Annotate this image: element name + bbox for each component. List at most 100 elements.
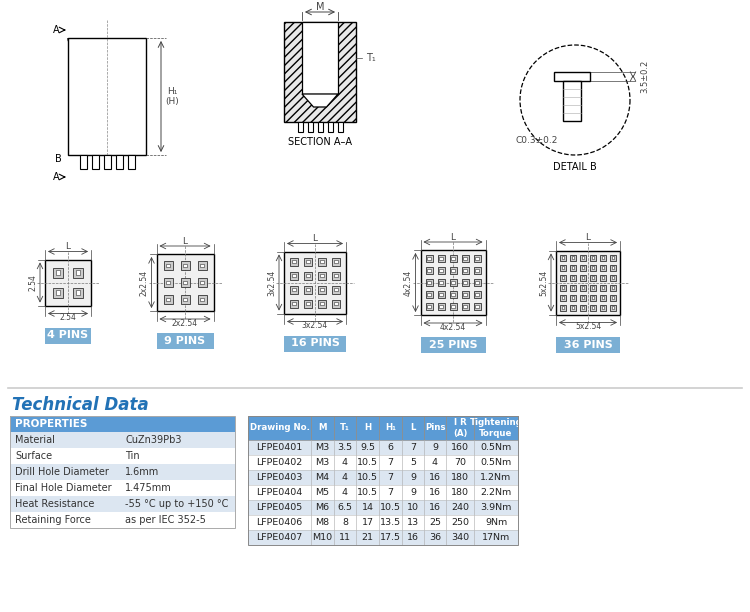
Bar bbox=[602, 286, 604, 289]
Bar bbox=[356, 470, 379, 485]
Bar bbox=[572, 276, 574, 279]
Bar bbox=[600, 285, 606, 291]
Bar bbox=[76, 271, 80, 275]
Bar bbox=[476, 293, 478, 296]
Bar bbox=[592, 296, 594, 299]
Bar bbox=[562, 256, 564, 259]
Text: 2.54: 2.54 bbox=[59, 313, 76, 322]
Text: 16: 16 bbox=[429, 503, 441, 512]
Polygon shape bbox=[302, 94, 338, 107]
Text: H: H bbox=[364, 424, 371, 433]
Text: Surface: Surface bbox=[15, 451, 52, 461]
Bar bbox=[320, 288, 324, 291]
Text: M3: M3 bbox=[315, 458, 330, 467]
Bar bbox=[334, 500, 356, 515]
Bar bbox=[600, 264, 606, 271]
Bar bbox=[582, 256, 584, 259]
Bar bbox=[556, 250, 620, 315]
Text: 7: 7 bbox=[388, 458, 394, 467]
Bar bbox=[425, 291, 433, 298]
Bar bbox=[402, 416, 424, 440]
Text: 7: 7 bbox=[388, 488, 394, 497]
Bar bbox=[45, 259, 91, 305]
Bar bbox=[600, 275, 606, 280]
Bar bbox=[53, 288, 63, 297]
Bar bbox=[166, 297, 170, 302]
Bar bbox=[379, 440, 402, 455]
Bar bbox=[424, 530, 446, 545]
Text: 6.5: 6.5 bbox=[338, 503, 352, 512]
Text: A: A bbox=[53, 172, 59, 182]
Bar bbox=[437, 267, 445, 274]
Bar bbox=[320, 259, 324, 263]
Bar bbox=[402, 530, 424, 545]
Text: 7: 7 bbox=[410, 443, 416, 452]
Bar bbox=[570, 275, 576, 280]
Bar bbox=[334, 288, 338, 291]
Text: M5: M5 bbox=[316, 488, 329, 497]
Bar bbox=[572, 306, 574, 309]
Text: Tightening
Torque: Tightening Torque bbox=[470, 418, 522, 438]
Text: 4: 4 bbox=[342, 473, 348, 482]
Bar bbox=[590, 285, 596, 291]
Bar bbox=[440, 293, 442, 296]
Bar bbox=[304, 272, 312, 280]
Text: L: L bbox=[65, 242, 70, 251]
Bar bbox=[473, 255, 481, 262]
Text: 0.5Nm: 0.5Nm bbox=[480, 443, 512, 452]
Bar bbox=[560, 275, 566, 280]
Bar bbox=[570, 294, 576, 300]
Bar bbox=[446, 530, 474, 545]
Text: LFPE0404: LFPE0404 bbox=[256, 488, 302, 497]
Text: 9 PINS: 9 PINS bbox=[164, 336, 206, 346]
Text: LFPE0401: LFPE0401 bbox=[256, 443, 302, 452]
Bar bbox=[554, 72, 590, 81]
Bar bbox=[570, 264, 576, 271]
Bar bbox=[306, 302, 310, 305]
Bar bbox=[600, 255, 606, 261]
Text: DETAIL B: DETAIL B bbox=[553, 162, 597, 172]
Text: 16: 16 bbox=[429, 488, 441, 497]
Bar bbox=[308, 122, 313, 132]
Bar bbox=[56, 271, 60, 275]
Bar bbox=[440, 257, 442, 260]
Bar bbox=[592, 256, 594, 259]
Bar bbox=[610, 305, 616, 310]
Text: 3x2.54: 3x2.54 bbox=[302, 321, 328, 330]
Bar bbox=[473, 279, 481, 286]
Bar bbox=[379, 530, 402, 545]
Bar bbox=[290, 258, 298, 266]
Bar bbox=[332, 286, 340, 294]
Bar bbox=[461, 291, 469, 298]
Bar bbox=[437, 279, 445, 286]
Bar bbox=[302, 22, 338, 94]
Bar bbox=[562, 306, 564, 309]
Bar bbox=[461, 303, 469, 310]
Bar bbox=[474, 470, 518, 485]
Bar bbox=[570, 305, 576, 310]
Text: Retaining Force: Retaining Force bbox=[15, 515, 91, 525]
Text: 10.5: 10.5 bbox=[357, 473, 378, 482]
Bar bbox=[592, 266, 594, 269]
Bar bbox=[437, 303, 445, 310]
Text: Final Hole Diameter: Final Hole Diameter bbox=[15, 483, 112, 493]
Bar bbox=[402, 470, 424, 485]
Text: 4: 4 bbox=[342, 458, 348, 467]
Bar bbox=[474, 416, 518, 440]
Text: Tin: Tin bbox=[125, 451, 140, 461]
Bar bbox=[356, 416, 379, 440]
Bar bbox=[452, 305, 454, 308]
Text: L: L bbox=[410, 424, 416, 433]
Text: 11: 11 bbox=[339, 533, 351, 542]
Bar bbox=[449, 303, 457, 310]
Bar bbox=[311, 440, 334, 455]
Text: L: L bbox=[586, 233, 590, 242]
Bar bbox=[183, 297, 187, 302]
Text: 5: 5 bbox=[410, 458, 416, 467]
Text: 13.5: 13.5 bbox=[380, 518, 401, 527]
Bar bbox=[164, 295, 172, 304]
Bar bbox=[318, 272, 326, 280]
Bar bbox=[76, 290, 80, 295]
Text: M: M bbox=[318, 424, 327, 433]
Bar bbox=[590, 275, 596, 280]
